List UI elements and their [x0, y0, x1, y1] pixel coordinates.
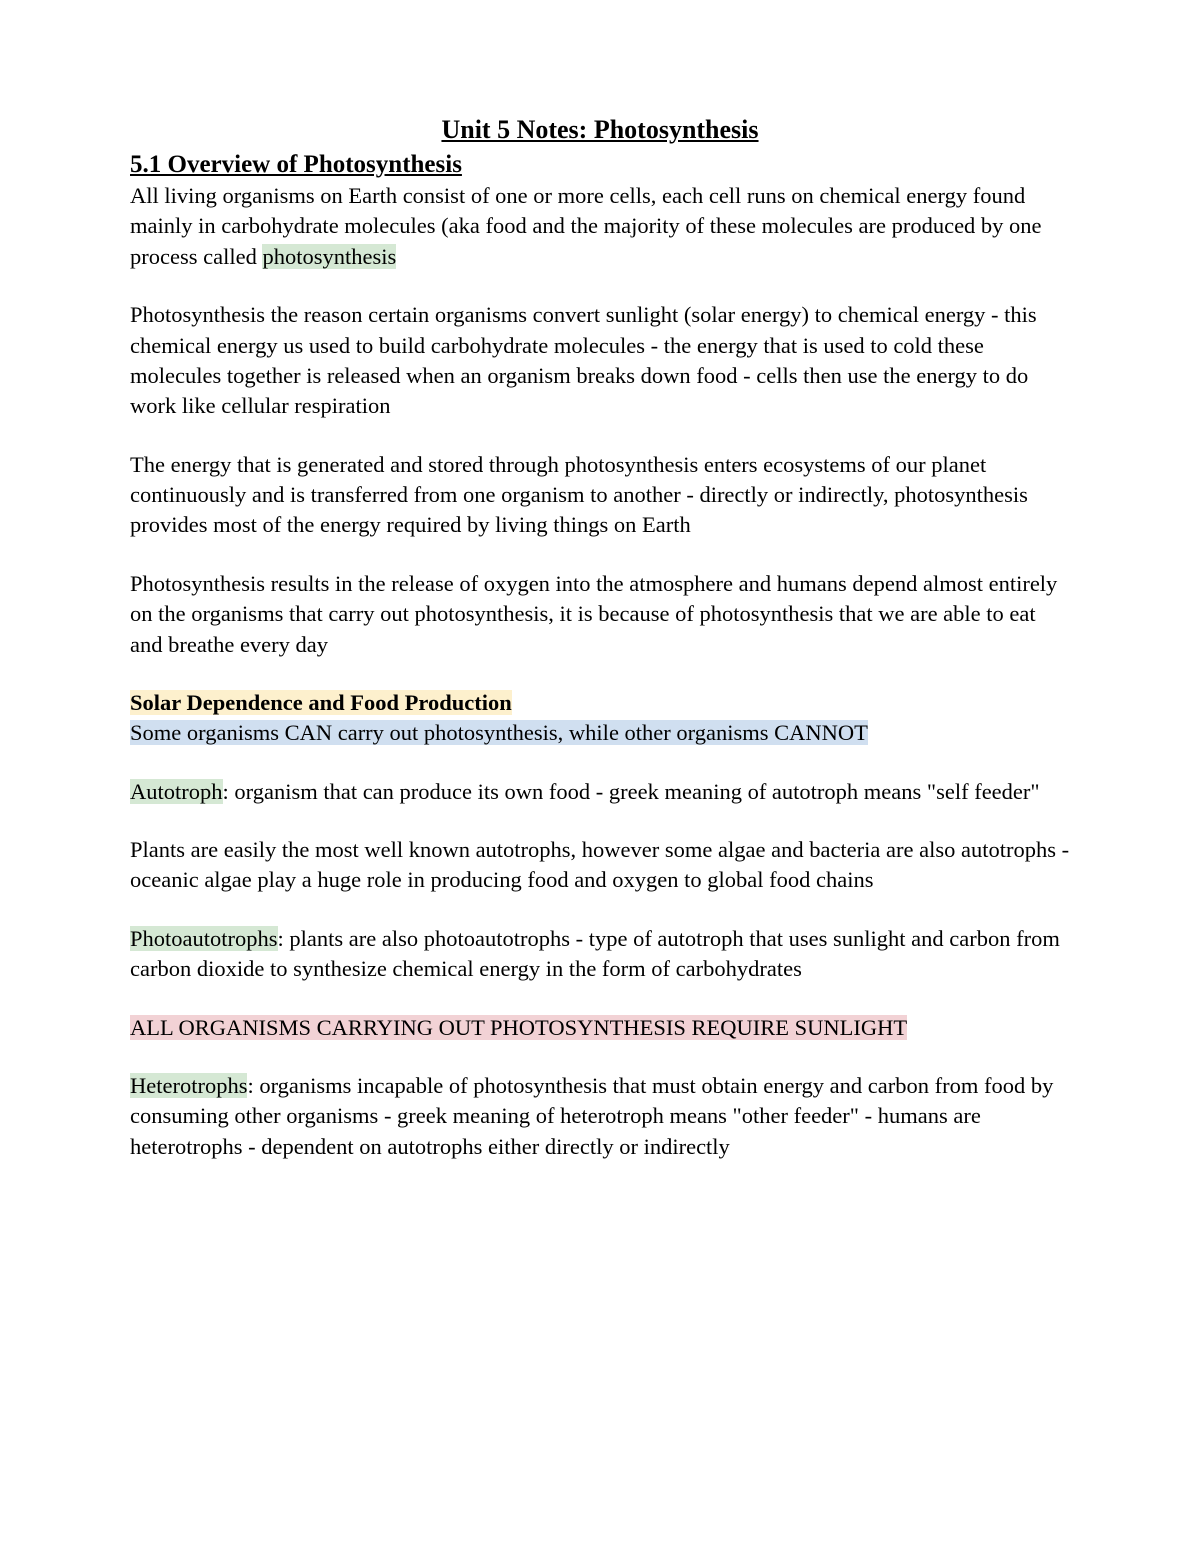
paragraph-5-block: Solar Dependence and Food Production Som…: [130, 688, 1070, 749]
highlight-autotroph: Autotroph: [130, 779, 223, 804]
paragraph-4: Photosynthesis results in the release of…: [130, 569, 1070, 660]
paragraph-10: Heterotrophs: organisms incapable of pho…: [130, 1071, 1070, 1162]
highlight-require-sunlight: ALL ORGANISMS CARRYING OUT PHOTOSYNTHESI…: [130, 1015, 907, 1040]
paragraph-9: ALL ORGANISMS CARRYING OUT PHOTOSYNTHESI…: [130, 1013, 1070, 1043]
section-heading: 5.1 Overview of Photosynthesis: [130, 151, 1070, 179]
highlight-can-cannot: Some organisms CAN carry out photosynthe…: [130, 720, 868, 745]
paragraph-6: Autotroph: organism that can produce its…: [130, 777, 1070, 807]
paragraph-3: The energy that is generated and stored …: [130, 450, 1070, 541]
paragraph-1: All living organisms on Earth consist of…: [130, 181, 1070, 272]
paragraph-8: Photoautotrophs: plants are also photoau…: [130, 924, 1070, 985]
highlight-photoautotrophs: Photoautotrophs: [130, 926, 278, 951]
page-title: Unit 5 Notes: Photosynthesis: [130, 115, 1070, 145]
highlight-photosynthesis: photosynthesis: [262, 244, 396, 269]
paragraph-10-text: : organisms incapable of photosynthesis …: [130, 1073, 1053, 1159]
highlight-heterotrophs: Heterotrophs: [130, 1073, 247, 1098]
paragraph-6-text: : organism that can produce its own food…: [223, 779, 1040, 804]
paragraph-7: Plants are easily the most well known au…: [130, 835, 1070, 896]
paragraph-2: Photosynthesis the reason certain organi…: [130, 300, 1070, 422]
sub-heading-solar: Solar Dependence and Food Production: [130, 690, 512, 715]
